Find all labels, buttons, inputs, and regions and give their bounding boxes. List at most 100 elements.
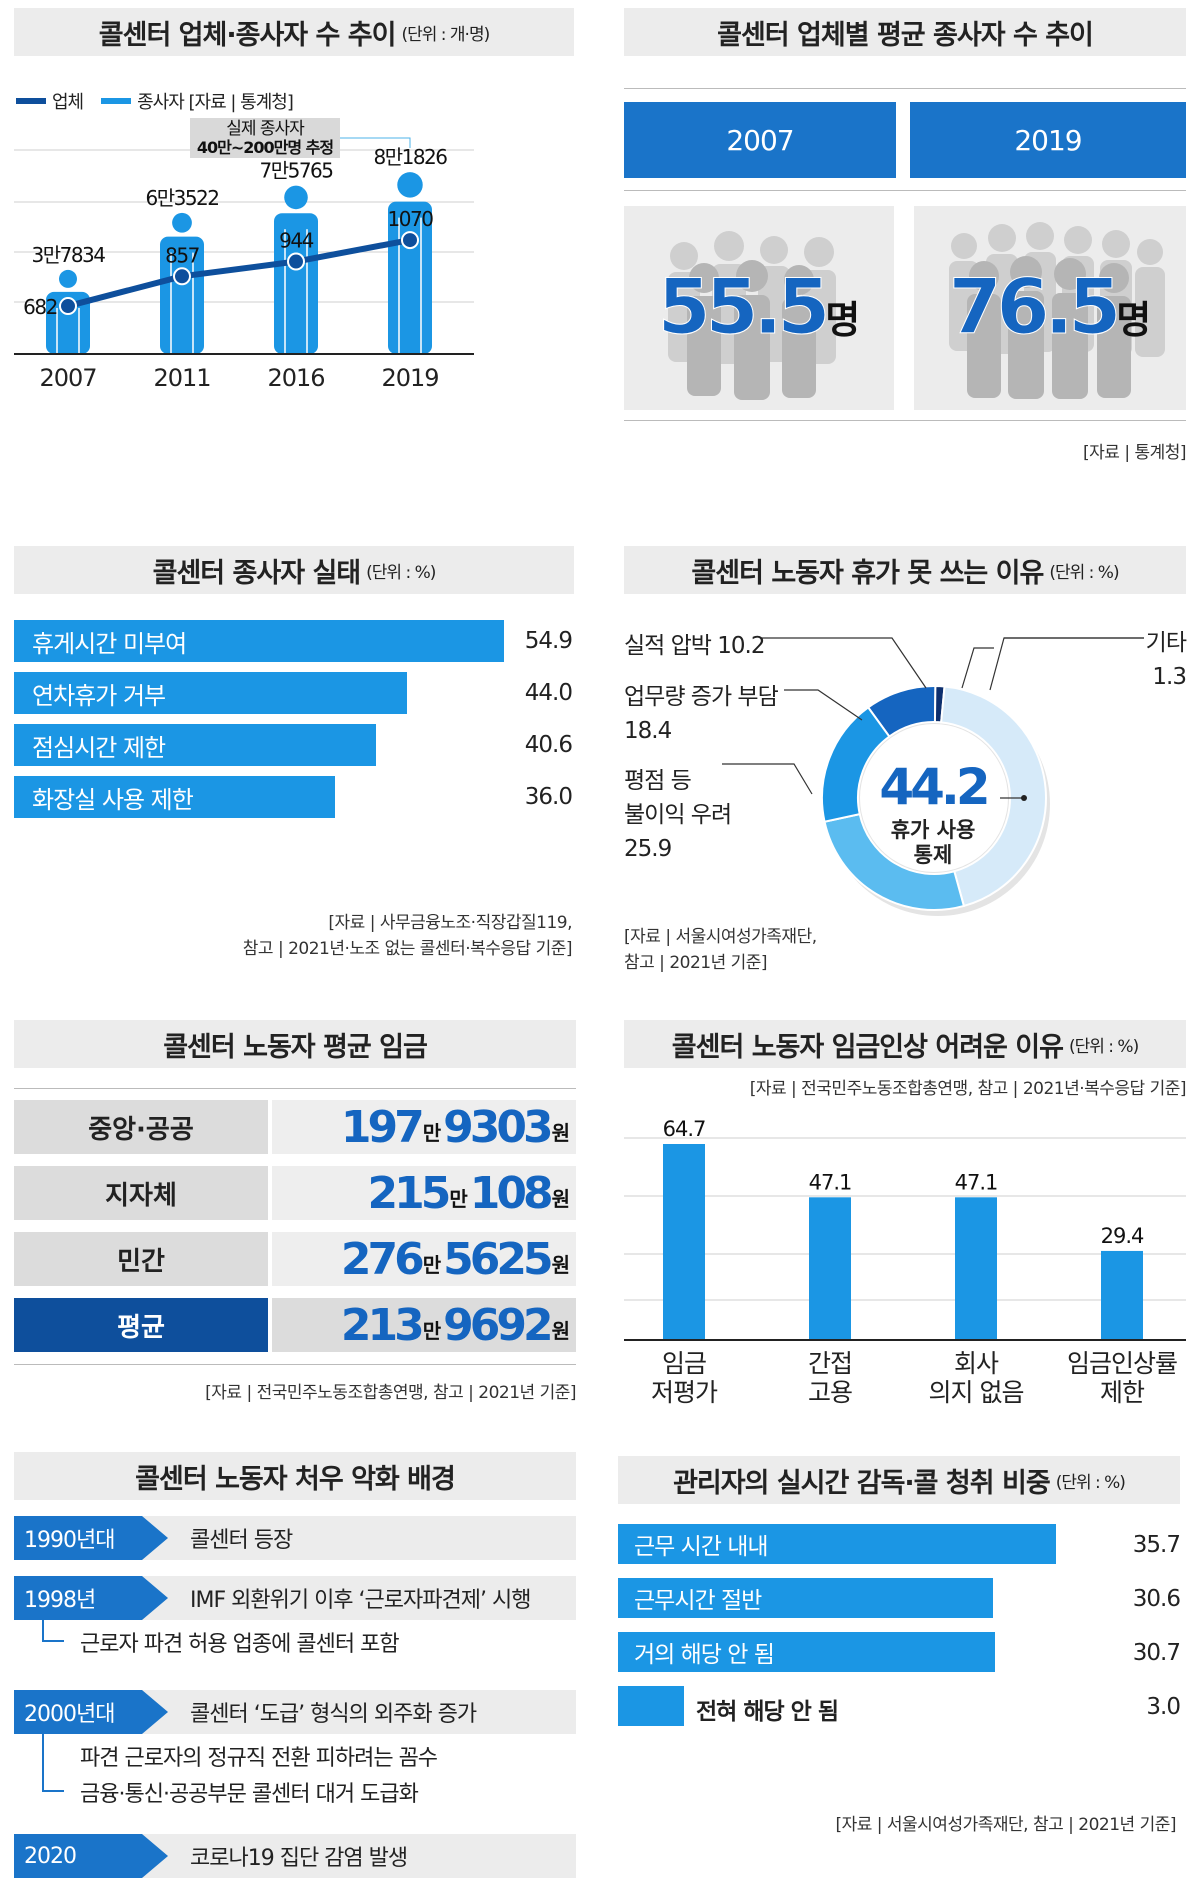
leader-line	[989, 637, 1144, 691]
wage-rest: 9303	[443, 1101, 553, 1153]
timeline-row: 2020 코로나19 집단 감염 발생	[14, 1834, 576, 1878]
companies-value-label: 682	[23, 295, 57, 319]
monitoring-bar: 거의 해당 안 됨	[618, 1632, 995, 1672]
wage-value: 215 만 108 원	[272, 1166, 576, 1220]
wages-rule-top	[14, 1088, 576, 1089]
wage-won-unit: 원	[551, 1253, 570, 1277]
avg-number-2007: 55.5명	[657, 262, 861, 352]
raise-value-label: 47.1	[955, 1170, 998, 1194]
raise-bar	[1101, 1250, 1143, 1340]
wage-label: 민간	[14, 1232, 268, 1286]
companies-point	[59, 297, 77, 316]
worker-value-label: 6만3522	[145, 186, 218, 210]
condition-bar: 연차휴가 거부	[14, 672, 407, 714]
monitoring-value: 3.0	[1146, 1694, 1181, 1720]
year-box-2019: 2019	[910, 102, 1186, 178]
monitoring-source: [자료 | 서울시여성가족재단, 참고 | 2021년 기준]	[835, 1815, 1176, 1835]
x-tick-label: 2019	[381, 364, 438, 392]
worker-value-label: 8만1826	[373, 145, 447, 169]
conditions-unit: (단위 : %)	[366, 562, 436, 583]
leader-line	[961, 647, 994, 689]
leader-dot	[1021, 795, 1027, 801]
x-tick-label: 2007	[39, 364, 96, 392]
raise-category-label: 회사	[954, 1349, 999, 1378]
timeline-row: 1990년대 콜센터 등장	[14, 1516, 576, 1560]
worker-value-label: 3만7834	[31, 243, 105, 267]
wage-label: 중앙·공공	[14, 1100, 268, 1154]
callout-line: 40만~200만명 추정	[197, 138, 334, 157]
raise-category-label: 의지 없음	[929, 1378, 1024, 1407]
condition-bar: 휴게시간 미부여	[14, 620, 504, 662]
raise-value-label: 64.7	[663, 1117, 706, 1141]
people-crowd-icon	[668, 231, 836, 400]
timeline-sub-event: 파견 근로자의 정규직 전환 피하려는 꼼수	[80, 1746, 438, 1771]
worker-figure-2016	[274, 185, 318, 354]
timeline-connector	[42, 1734, 64, 1792]
wage-man-unit: 만	[422, 1319, 442, 1343]
vacation-donut-chart	[722, 637, 1144, 916]
raise-bar	[809, 1197, 851, 1340]
wage-man: 213	[340, 1299, 425, 1351]
monitoring-title: 관리자의 실시간 감독·콜 청취 비중 (단위 : %)	[618, 1456, 1180, 1504]
raise-source: [자료 | 전국민주노동조합총연맹, 참고 | 2021년·복수응답 기준]	[749, 1079, 1187, 1099]
wage-man: 276	[340, 1233, 425, 1285]
wage-man: 197	[340, 1101, 425, 1153]
leader-line	[722, 763, 813, 795]
timeline-event: 콜센터 등장	[190, 1528, 293, 1553]
vacation-unit: (단위 : %)	[1049, 562, 1119, 583]
wage-label: 지자체	[14, 1166, 268, 1220]
raise-unit: (단위 : %)	[1068, 1036, 1139, 1057]
timeline-event: IMF 외환위기 이후 ‘근로자파견제’ 시행	[190, 1588, 531, 1613]
avg-workers-rule-top	[624, 88, 1186, 89]
monitoring-value: 30.6	[1132, 1586, 1181, 1612]
wage-man-unit: 만	[422, 1253, 442, 1277]
wage-value: 213 만 9692 원	[272, 1298, 576, 1352]
companies-point	[287, 252, 305, 271]
raise-value-label: 47.1	[809, 1170, 852, 1194]
label-disadvantage: 평점 등 불이익 우려 25.9	[624, 768, 732, 862]
vacation-title: 콜센터 노동자 휴가 못 쓰는 이유 (단위 : %)	[624, 546, 1186, 594]
monitoring-unit: (단위 : %)	[1055, 1472, 1126, 1493]
timeline-period: 2000년대	[14, 1690, 168, 1734]
timeline-period: 1990년대	[14, 1516, 168, 1560]
leader-line	[784, 689, 863, 721]
companies-value-label: 1070	[388, 207, 434, 231]
wage-value: 276 만 5625 원	[272, 1232, 576, 1286]
timeline-row: 1998년 IMF 외환위기 이후 ‘근로자파견제’ 시행	[14, 1576, 576, 1620]
wages-title: 콜센터 노동자 평균 임금	[14, 1020, 576, 1068]
timeline-period: 2020	[14, 1834, 168, 1878]
conditions-title: 콜센터 종사자 실태 (단위 : %)	[14, 546, 574, 594]
timeline-connector	[42, 1620, 64, 1642]
worker-value-label: 7만5765	[259, 159, 332, 183]
avg-value-2019: 76.5명	[914, 206, 1186, 410]
vacation-source: [자료 | 서울시여성가족재단, 참고 | 2021년 기준]	[624, 927, 817, 973]
timeline-row: 2000년대 콜센터 ‘도급’ 형식의 외주화 증가	[14, 1690, 576, 1734]
raise-category-label: 제한	[1100, 1378, 1145, 1407]
timeline-sub-event: 금융·통신·공공부문 콜센터 대거 도급화	[80, 1782, 419, 1807]
raise-category-label: 임금인상률	[1067, 1349, 1177, 1378]
legend-item-workers: 종사자 [자료 | 통계청]	[101, 88, 294, 114]
leader-line	[762, 637, 927, 689]
x-tick-label: 2016	[267, 364, 324, 392]
condition-value: 40.6	[524, 732, 573, 758]
condition-bar: 화장실 사용 제한	[14, 776, 336, 818]
wage-rest: 108	[469, 1167, 554, 1219]
monitoring-value: 30.7	[1132, 1640, 1181, 1666]
companies-line	[67, 237, 411, 309]
avg-value-2007: 55.5명	[624, 206, 894, 410]
trend-title: 콜센터 업체·종사자 수 추이 (단위 : 개·명)	[14, 8, 574, 56]
companies-point	[401, 231, 419, 250]
companies-point	[173, 267, 191, 286]
avg-workers-title: 콜센터 업체별 평균 종사자 수 추이	[624, 8, 1186, 56]
timeline-sub-event: 근로자 파견 허용 업종에 콜센터 포함	[80, 1632, 400, 1657]
avg-number-2019: 76.5명	[948, 262, 1152, 352]
conditions-source: [자료 | 사무금융노조·직장갑질119, 참고 | 2021년·노조 없는 콜…	[242, 913, 573, 959]
raise-category-label: 저평가	[651, 1378, 718, 1407]
wage-man: 215	[367, 1167, 451, 1219]
timeline-event: 콜센터 ‘도급’ 형식의 외주화 증가	[190, 1702, 477, 1727]
donut-slice	[821, 705, 891, 823]
raise-value-label: 29.4	[1101, 1224, 1144, 1248]
background-title: 콜센터 노동자 처우 악화 배경	[14, 1452, 576, 1500]
year-box-2007: 2007	[624, 102, 896, 178]
legend-swatch-companies	[16, 98, 46, 104]
